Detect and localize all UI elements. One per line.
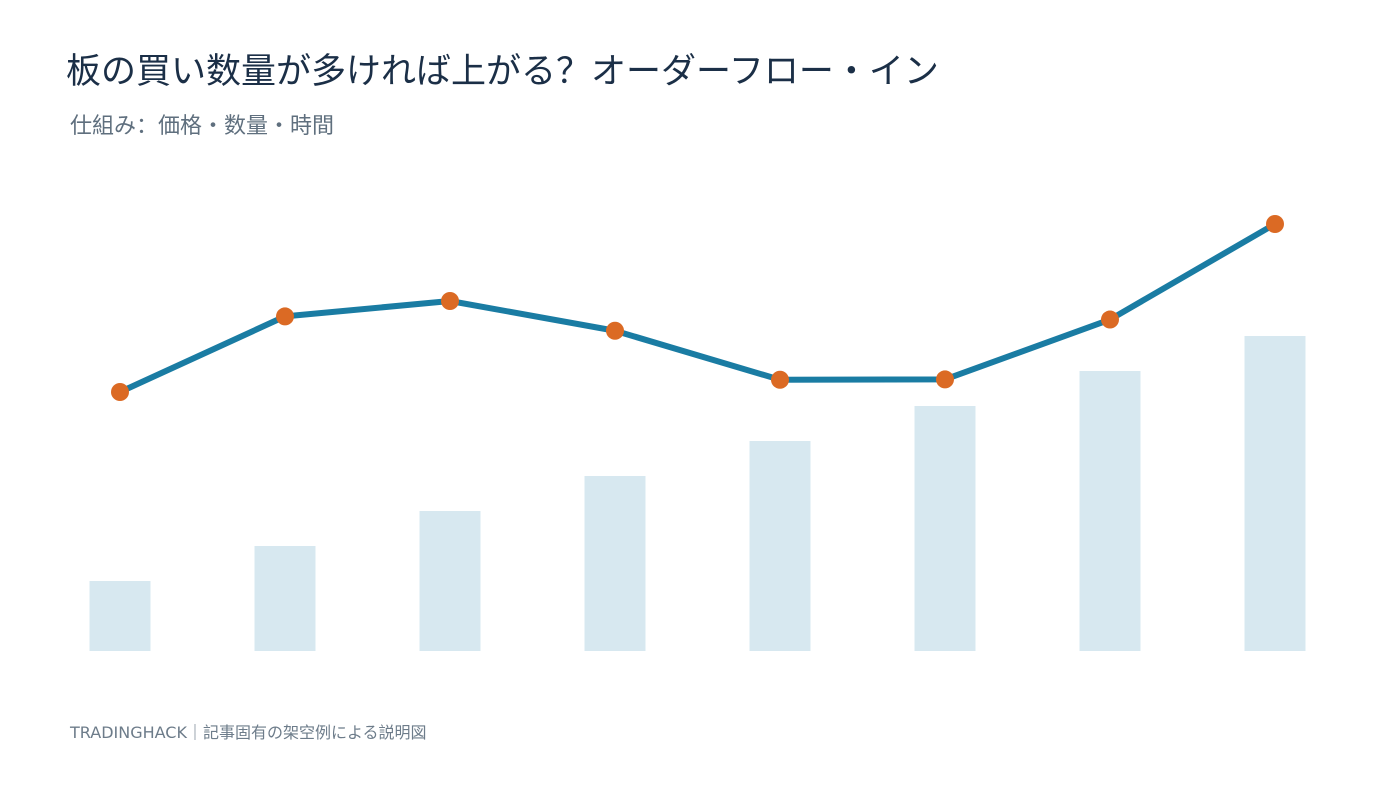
bar-1 [89,581,151,651]
marker-layer [111,215,1284,401]
line-point-7 [1101,310,1119,329]
line-point-1 [111,383,129,401]
line-point-6 [936,370,954,389]
chart-subtitle: 仕組み：価格・数量・時間 [70,114,335,139]
bar-7 [1079,371,1141,651]
line-point-2 [276,307,294,326]
bars-layer [89,336,1306,651]
footer-credit: TRADINGHACK｜記事固有の架空例による説明図 [70,723,427,742]
bar-3 [419,511,481,651]
bar-6 [914,406,976,651]
series-line [117,221,1278,395]
bar-8 [1244,336,1306,651]
bar-2 [254,546,316,651]
line-point-3 [441,292,459,310]
line-point-4 [606,321,624,340]
chart-title: 板の買い数量が多ければ上がる？オーダーフロー・イン [66,52,939,92]
bar-4 [584,476,646,651]
line-point-8 [1266,215,1284,233]
line-point-5 [771,370,789,389]
bar-5 [749,441,811,651]
line-layer [117,221,1278,395]
